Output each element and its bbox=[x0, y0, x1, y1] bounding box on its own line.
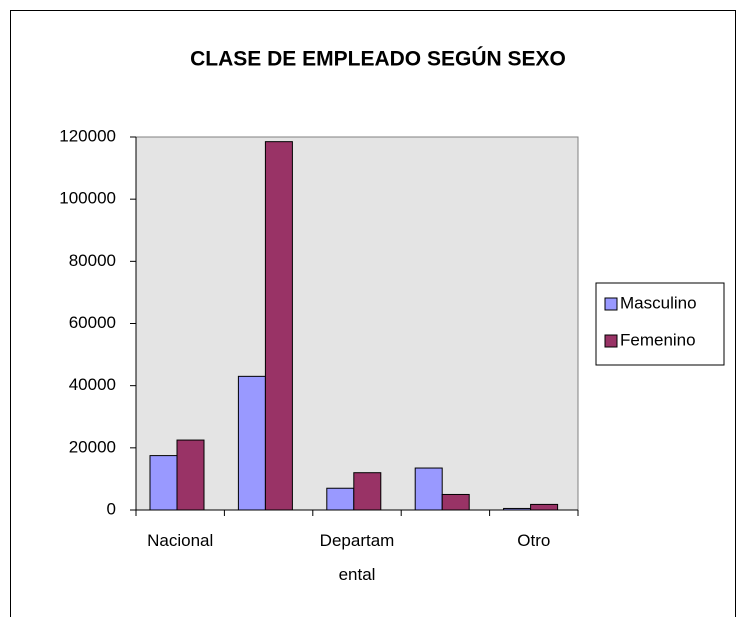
bar bbox=[326, 487, 355, 511]
y-tick-label: 40000 bbox=[69, 375, 116, 394]
legend-swatch bbox=[604, 334, 618, 348]
y-tick-label: 0 bbox=[107, 499, 116, 518]
x-tick-label: Nacional bbox=[147, 531, 213, 550]
bar bbox=[149, 455, 178, 511]
legend-label: Masculino bbox=[620, 293, 697, 312]
bar bbox=[353, 472, 382, 511]
y-tick-label: 100000 bbox=[59, 189, 116, 208]
chart-title: CLASE DE EMPLEADO SEGÚN SEXO bbox=[190, 47, 566, 71]
bar bbox=[414, 467, 443, 511]
bar bbox=[503, 507, 532, 511]
y-tick-label: 80000 bbox=[69, 251, 116, 270]
bar bbox=[237, 375, 266, 511]
bar bbox=[264, 141, 293, 511]
y-tick-label: 120000 bbox=[59, 126, 116, 145]
x-tick-label: Otro bbox=[517, 531, 550, 550]
legend-swatch bbox=[604, 297, 618, 311]
bar bbox=[176, 439, 205, 511]
legend-label: Femenino bbox=[620, 330, 696, 349]
legend-box bbox=[595, 282, 725, 366]
y-tick-label: 60000 bbox=[69, 313, 116, 332]
x-tick-label: Departam ental bbox=[320, 531, 395, 584]
bar bbox=[530, 503, 559, 511]
bar bbox=[441, 493, 470, 511]
y-tick-label: 20000 bbox=[69, 437, 116, 456]
